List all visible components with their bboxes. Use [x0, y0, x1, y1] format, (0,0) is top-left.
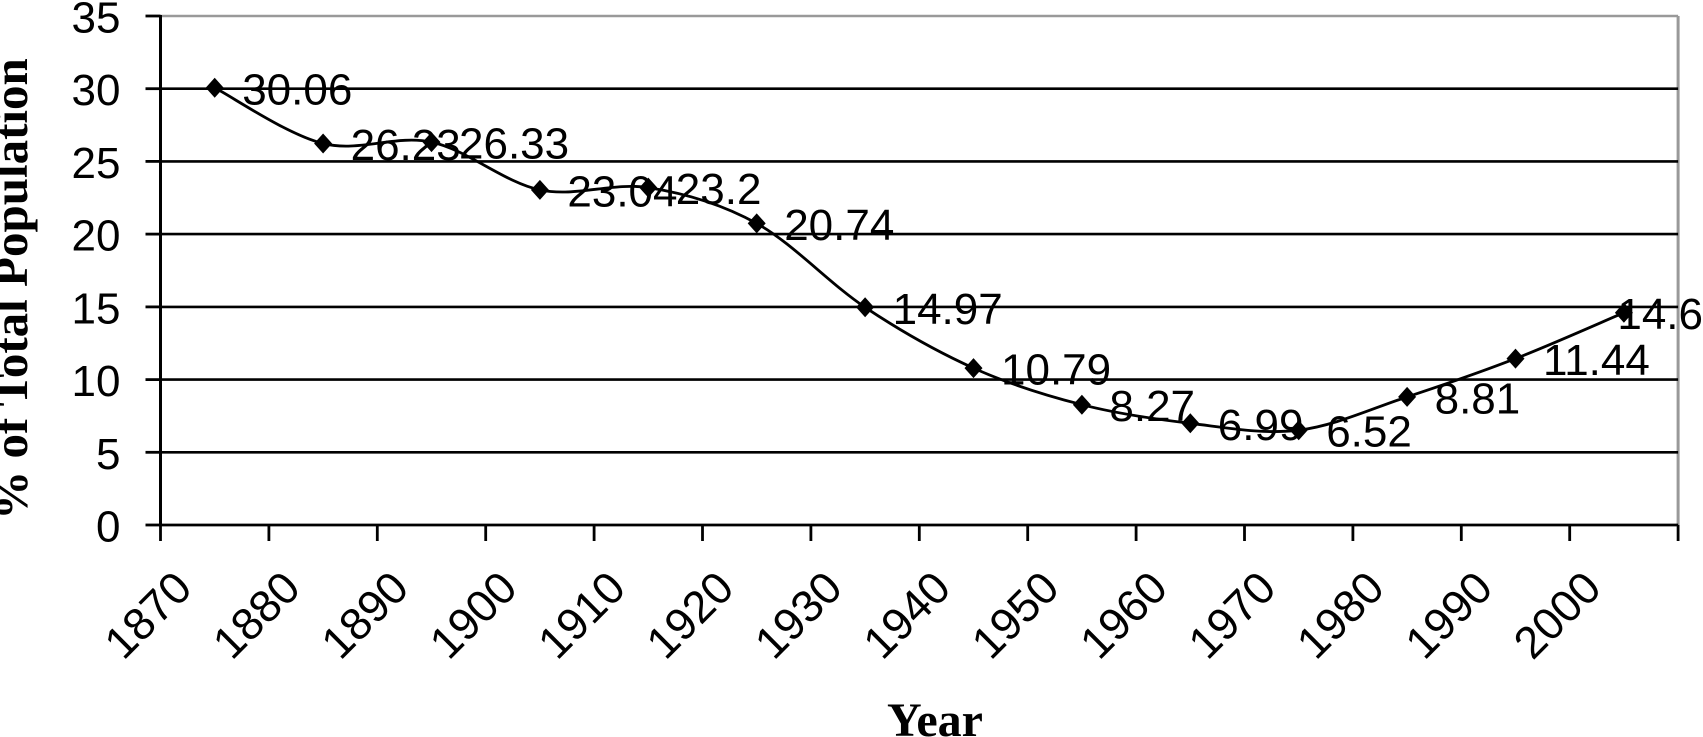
svg-text:8.81: 8.81 — [1435, 374, 1521, 423]
svg-text:0: 0 — [96, 503, 120, 552]
svg-text:10: 10 — [72, 357, 121, 406]
svg-text:Year: Year — [887, 694, 983, 737]
svg-text:14.6: 14.6 — [1617, 290, 1703, 339]
svg-text:20.74: 20.74 — [784, 201, 894, 250]
svg-text:30: 30 — [72, 66, 121, 115]
svg-text:% of Total Population: % of Total Population — [0, 58, 38, 520]
svg-text:26.23: 26.23 — [351, 121, 461, 170]
svg-text:15: 15 — [72, 284, 121, 333]
svg-text:11.44: 11.44 — [1543, 336, 1650, 385]
svg-text:23.2: 23.2 — [676, 165, 762, 214]
svg-text:5: 5 — [96, 430, 120, 479]
svg-text:8.27: 8.27 — [1109, 382, 1195, 431]
svg-text:14.97: 14.97 — [893, 285, 1003, 334]
svg-text:26.33: 26.33 — [459, 120, 569, 169]
svg-text:35: 35 — [72, 0, 121, 43]
svg-text:30.06: 30.06 — [242, 65, 352, 114]
svg-text:6.99: 6.99 — [1218, 401, 1304, 450]
svg-text:25: 25 — [72, 139, 121, 188]
svg-text:10.79: 10.79 — [1001, 346, 1111, 395]
svg-text:20: 20 — [72, 212, 121, 261]
svg-text:6.52: 6.52 — [1326, 408, 1412, 457]
svg-text:23.04: 23.04 — [567, 167, 677, 216]
